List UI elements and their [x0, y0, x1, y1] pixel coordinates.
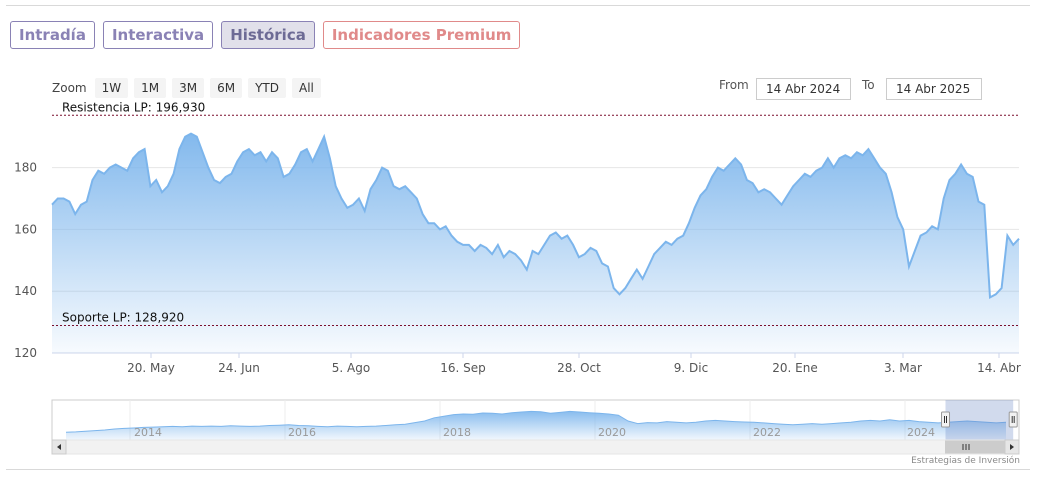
navigator-year-label: 2024	[907, 426, 935, 439]
x-tick-label: 14. Abr	[977, 361, 1021, 375]
credit-label: Estrategias de Inversión	[911, 456, 1020, 466]
to-date-input[interactable]: 14 Abr 2025	[886, 78, 982, 100]
navigator-year-label: 2020	[598, 426, 626, 439]
scrollbar-thumb	[945, 440, 1014, 454]
resistance-label: Resistencia LP: 196,930	[62, 100, 205, 114]
y-tick-label: 160	[14, 222, 37, 236]
x-tick-label: 20. Ene	[772, 361, 817, 375]
zoom-selector: Zoom 1W 1M 3M 6M YTD All	[52, 78, 321, 98]
x-tick-label: 16. Sep	[440, 361, 486, 375]
zoom-6m-button[interactable]: 6M	[210, 78, 243, 98]
price-area	[52, 133, 1019, 353]
tab-intradia[interactable]: Intradía	[10, 21, 95, 49]
top-divider	[6, 5, 1030, 6]
navigator-year-label: 2014	[134, 426, 162, 439]
zoom-ytd-button[interactable]: YTD	[248, 78, 286, 98]
navigator-year-label: 2018	[443, 426, 471, 439]
navigator-handle	[941, 411, 951, 428]
zoom-label: Zoom	[52, 81, 87, 95]
zoom-all-button[interactable]: All	[292, 78, 321, 98]
navigator-year-label: 2016	[288, 426, 316, 439]
tab-interactiva[interactable]: Interactiva	[102, 21, 214, 49]
x-tick-label: 28. Oct	[557, 361, 601, 375]
from-date-input[interactable]: 14 Abr 2024	[756, 78, 851, 100]
bottom-divider	[6, 469, 1030, 470]
zoom-1w-button[interactable]: 1W	[94, 78, 129, 98]
zoom-3m-button[interactable]: 3M	[172, 78, 205, 98]
navigator-area	[66, 411, 1006, 440]
navigator-selection	[945, 400, 1014, 440]
tab-indicadores-premium[interactable]: Indicadores Premium	[322, 21, 521, 49]
x-tick-label: 5. Ago	[332, 361, 370, 375]
support-label: Soporte LP: 128,920	[62, 310, 184, 324]
x-tick-label: 3. Mar	[884, 361, 922, 375]
navigator-year-label: 2022	[753, 426, 781, 439]
tab-historica[interactable]: Histórica	[221, 21, 315, 49]
y-tick-label: 120	[14, 346, 37, 360]
y-tick-label: 180	[14, 161, 37, 175]
chevron-right-icon	[1010, 444, 1014, 450]
navigator-handle	[1008, 411, 1018, 428]
price-line	[51, 132, 1020, 300]
x-tick-label: 20. May	[127, 361, 175, 375]
from-label: From	[719, 78, 749, 92]
navigator-line	[65, 410, 1007, 433]
tab-bar: Intradía Interactiva Histórica Indicador…	[10, 21, 521, 49]
y-tick-label: 140	[14, 284, 37, 298]
x-tick-label: 24. Jun	[218, 361, 260, 375]
x-tick-label: 9. Dic	[674, 361, 708, 375]
to-label: To	[862, 78, 875, 92]
navigator[interactable]: 2014 2016 2018 2020 2022 2024	[51, 399, 1020, 455]
scrollbar-track	[51, 439, 1020, 455]
zoom-1m-button[interactable]: 1M	[134, 78, 167, 98]
chevron-left-icon	[57, 444, 61, 450]
